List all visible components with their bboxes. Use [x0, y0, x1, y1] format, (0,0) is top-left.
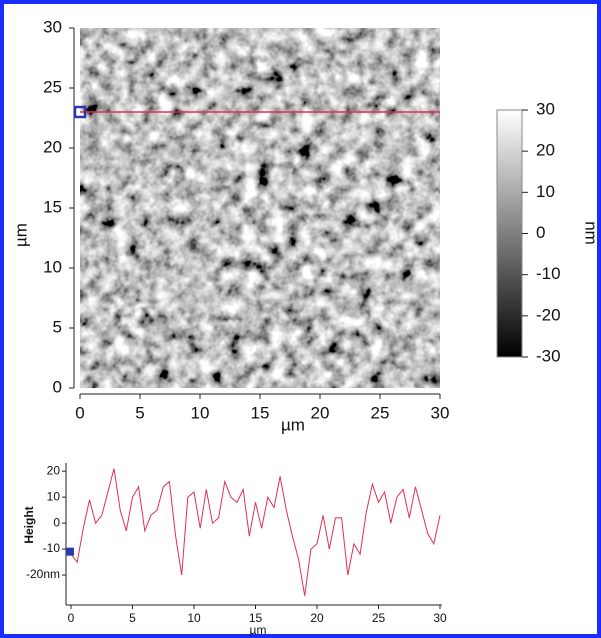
colorbar-tick-label: 20: [536, 141, 555, 160]
y-tick-label: 20: [43, 137, 62, 156]
x-tick-label: 10: [191, 403, 210, 422]
y-axis-label: µm: [11, 223, 30, 247]
x-tick-label: 0: [75, 403, 84, 422]
colorbar-tick-label: -10: [536, 264, 561, 283]
y-tick-label: 10: [47, 489, 61, 503]
y-tick-label: 0: [53, 377, 62, 396]
x-axis-label: µm: [281, 415, 305, 434]
y-tick-label: -20nm: [26, 567, 60, 581]
colorbar-tick-label: -20: [536, 305, 561, 324]
y-tick-label: 25: [43, 77, 62, 96]
colorbar-tick-label: 0: [536, 223, 545, 242]
x-tick-label: 25: [372, 611, 386, 625]
x-tick-label: 20: [310, 611, 324, 625]
x-axis-label: µm: [250, 623, 267, 637]
x-tick-label: 20: [311, 403, 330, 422]
x-tick-label: 5: [135, 403, 144, 422]
cursor: [66, 547, 74, 556]
y-tick-label: 20: [47, 463, 61, 477]
x-tick-label: 15: [249, 611, 263, 625]
x-tick-label: 30: [433, 611, 447, 625]
y-tick-label: -10: [43, 541, 61, 555]
colorbar-label: nm: [582, 221, 601, 245]
y-axis-label: Height: [22, 506, 36, 543]
afm-image: [80, 28, 440, 388]
colorbar-tick-label: -30: [536, 346, 561, 365]
x-tick-label: 10: [187, 611, 201, 625]
x-tick-label: 30: [431, 403, 450, 422]
colorbar-tick-label: 10: [536, 182, 555, 201]
cursor: [73, 105, 87, 119]
y-tick-label: 10: [43, 257, 62, 276]
y-tick-label: 15: [43, 197, 62, 216]
y-tick-label: 5: [53, 317, 62, 336]
y-tick-label: 30: [43, 17, 62, 36]
x-tick-label: 15: [251, 403, 270, 422]
y-tick-label: 0: [53, 515, 60, 529]
colorbar-tick-label: 30: [536, 99, 555, 118]
profile-series: [70, 468, 441, 596]
x-tick-label: 5: [129, 611, 136, 625]
x-tick-label: 0: [68, 611, 75, 625]
x-tick-label: 25: [371, 403, 390, 422]
colorbar: [496, 109, 523, 358]
